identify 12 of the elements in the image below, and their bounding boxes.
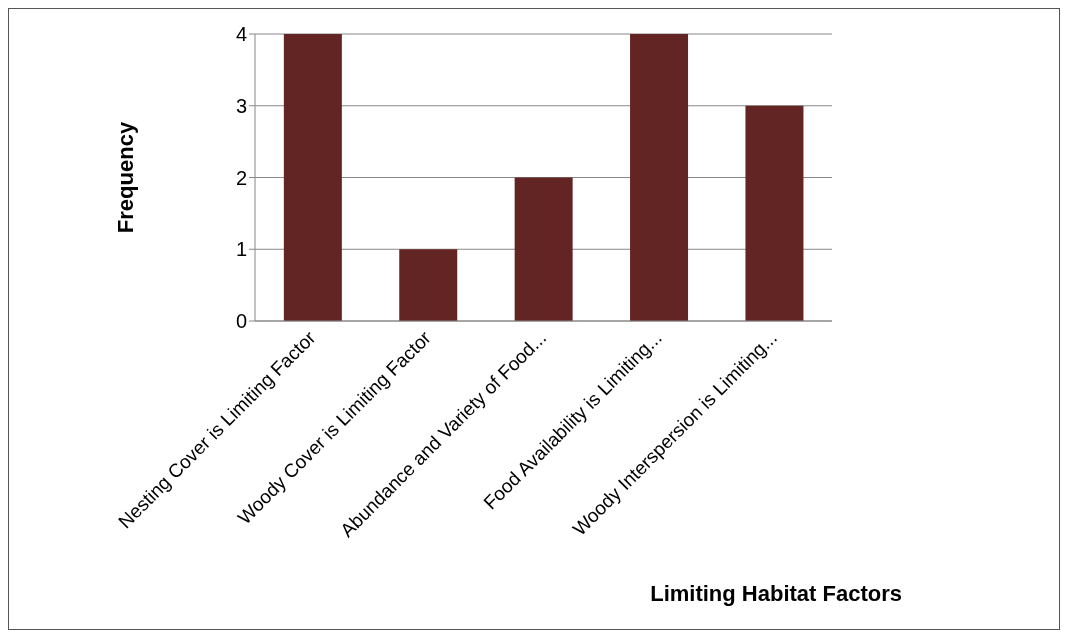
y-tick-label: 4 <box>235 23 247 46</box>
y-axis-title: Frequency <box>112 121 138 234</box>
y-tick-label: 2 <box>235 166 247 189</box>
bar <box>514 177 573 321</box>
y-tick-label: 0 <box>235 310 247 333</box>
bar <box>630 34 689 321</box>
x-axis-title: Limiting Habitat Factors <box>650 581 902 606</box>
y-tick-label: 1 <box>235 238 247 261</box>
bar <box>283 34 342 321</box>
bar <box>399 249 458 321</box>
y-tick-label: 3 <box>235 94 247 117</box>
bar <box>745 105 804 321</box>
